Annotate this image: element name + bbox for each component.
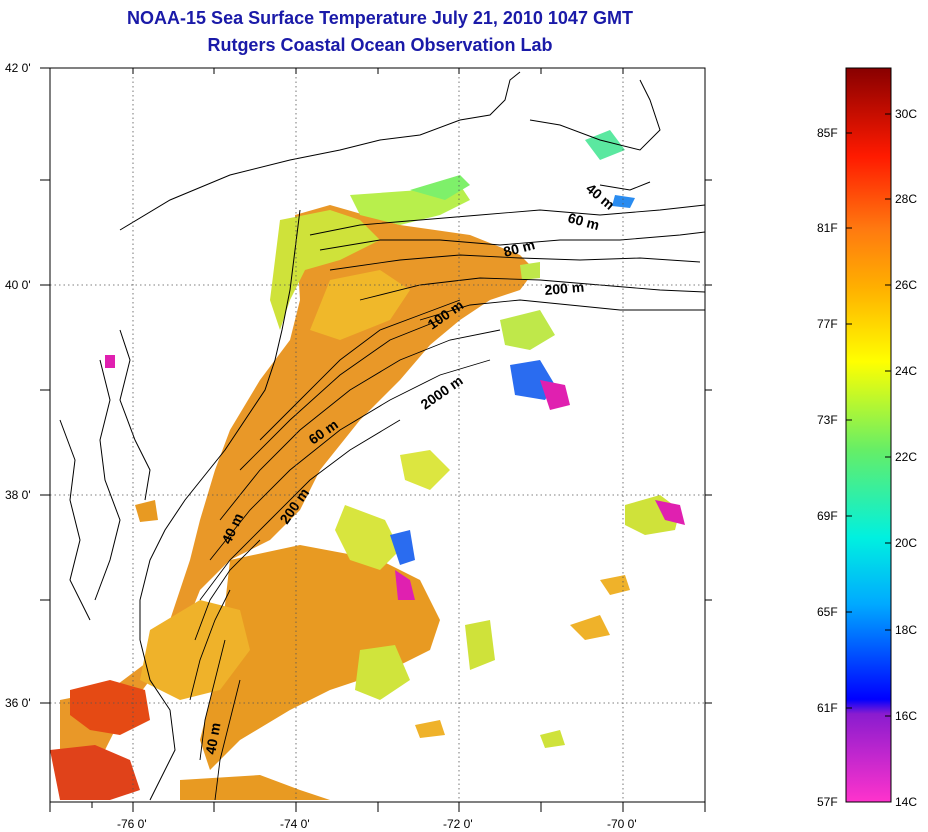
lat-tick-label: 36 0' xyxy=(5,696,31,710)
contour-label: 2000 m xyxy=(418,372,466,412)
lon-tick-label: -74 0' xyxy=(280,817,310,831)
f-label: 77F xyxy=(817,317,838,331)
c-label: 16C xyxy=(895,709,917,723)
c-label: 18C xyxy=(895,623,917,637)
f-label: 69F xyxy=(817,509,838,523)
colorbar-ticks xyxy=(846,113,891,717)
map-subtitle: Rutgers Coastal Ocean Observation Lab xyxy=(207,35,553,55)
contour-label: 80 m xyxy=(502,236,537,260)
axis-ticks xyxy=(40,67,712,812)
contour-label: 40 m xyxy=(202,721,223,755)
lon-tick-labels: -76 0' -74 0' -72 0' -70 0' xyxy=(117,817,637,831)
contour-label: 60 m xyxy=(566,209,601,233)
lat-tick-labels: 42 0' 40 0' 38 0' 36 0' xyxy=(5,61,31,710)
f-label: 81F xyxy=(817,221,838,235)
c-label: 14C xyxy=(895,795,917,809)
lon-tick-label: -70 0' xyxy=(607,817,637,831)
contour-label: 40 m xyxy=(583,180,618,213)
colorbar-c-labels: 30C 28C 26C 24C 22C 20C 18C 16C 14C xyxy=(895,107,917,809)
f-label: 65F xyxy=(817,605,838,619)
c-label: 28C xyxy=(895,192,917,206)
f-label: 73F xyxy=(817,413,838,427)
lat-tick-label: 40 0' xyxy=(5,278,31,292)
f-label: 85F xyxy=(817,126,838,140)
lon-tick-label: -76 0' xyxy=(117,817,147,831)
c-label: 24C xyxy=(895,364,917,378)
c-label: 22C xyxy=(895,450,917,464)
c-label: 30C xyxy=(895,107,917,121)
colorbar-f-labels: 85F 81F 77F 73F 69F 65F 61F 57F xyxy=(817,126,838,809)
f-label: 61F xyxy=(817,701,838,715)
c-label: 20C xyxy=(895,536,917,550)
coastline xyxy=(59,71,661,801)
gridlines xyxy=(50,68,705,802)
c-label: 26C xyxy=(895,278,917,292)
lon-tick-label: -72 0' xyxy=(443,817,473,831)
lat-tick-label: 42 0' xyxy=(5,61,31,75)
bathymetry-contours xyxy=(189,204,705,801)
lat-tick-label: 38 0' xyxy=(5,488,31,502)
colorbar: 85F 81F 77F 73F 69F 65F 61F 57F 30C 28C … xyxy=(817,67,917,809)
map-title: NOAA-15 Sea Surface Temperature July 21,… xyxy=(127,8,633,28)
f-label: 57F xyxy=(817,795,838,809)
contour-label: 200 m xyxy=(544,279,585,298)
colorbar-gradient xyxy=(845,67,892,803)
